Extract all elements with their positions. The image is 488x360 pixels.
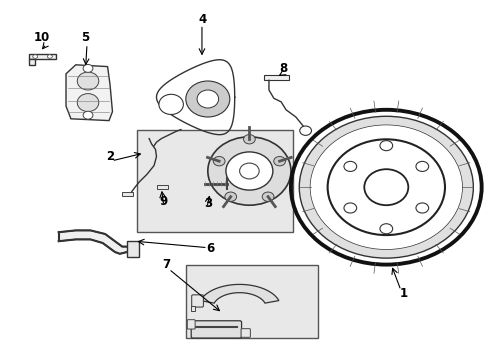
Bar [137,130,293,232]
Ellipse shape [364,169,407,205]
Text: 5: 5 [81,31,89,44]
Text: 3: 3 [203,197,211,210]
Ellipse shape [262,192,273,201]
Ellipse shape [224,192,236,201]
Ellipse shape [77,72,99,90]
Ellipse shape [343,203,356,213]
Polygon shape [200,284,278,303]
FancyBboxPatch shape [191,295,203,307]
Text: 4: 4 [199,13,206,26]
Text: 8: 8 [279,62,287,75]
Text: 2: 2 [106,150,114,163]
Ellipse shape [83,111,93,119]
Text: 1: 1 [399,287,407,300]
FancyBboxPatch shape [191,321,241,338]
Ellipse shape [343,161,356,171]
Ellipse shape [83,64,93,72]
Bar [29,54,56,59]
Bar [122,192,133,196]
Bar [185,265,317,338]
Ellipse shape [159,94,183,114]
Ellipse shape [379,141,392,151]
Polygon shape [66,65,112,121]
Ellipse shape [415,203,428,213]
Ellipse shape [33,55,38,58]
Bar [264,75,288,80]
Ellipse shape [273,157,285,166]
Text: 6: 6 [206,242,214,255]
Ellipse shape [197,90,218,108]
FancyBboxPatch shape [187,320,195,329]
Text: 10: 10 [33,31,50,44]
Ellipse shape [239,163,259,179]
FancyBboxPatch shape [241,329,250,337]
Text: 9: 9 [160,195,167,208]
Bar [29,59,35,65]
Ellipse shape [415,161,428,171]
Polygon shape [59,230,132,254]
Ellipse shape [185,81,229,117]
Ellipse shape [310,125,461,249]
Ellipse shape [225,152,272,190]
Ellipse shape [299,116,472,258]
Bar [190,306,194,311]
Ellipse shape [207,137,290,205]
Ellipse shape [77,94,99,112]
Ellipse shape [243,135,255,144]
Ellipse shape [47,55,52,58]
Ellipse shape [213,157,224,166]
Text: 7: 7 [162,258,170,271]
Ellipse shape [299,126,311,135]
Bar [157,185,168,189]
Bar [127,241,139,257]
Ellipse shape [379,224,392,234]
